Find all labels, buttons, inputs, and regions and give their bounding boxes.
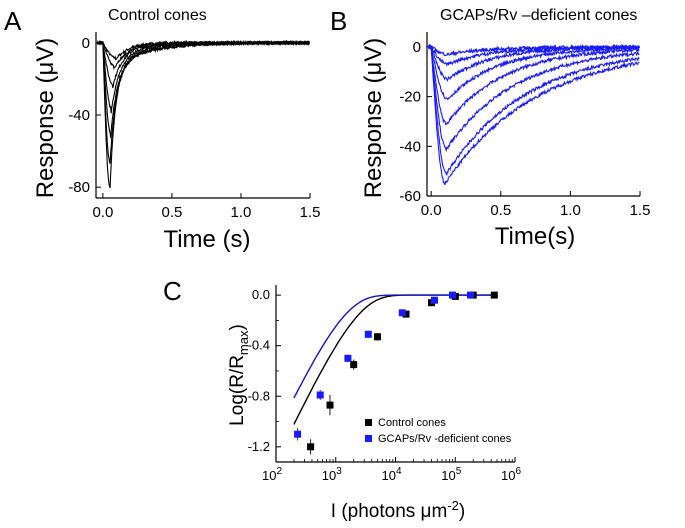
panel-a-x-tick-label: 0.0 xyxy=(92,204,113,221)
panel-letter-a: A xyxy=(4,6,22,36)
panel-c-point-control xyxy=(350,361,358,369)
panel-b-title: GCAPs/Rv –deficient cones xyxy=(440,7,637,24)
panel-b: B GCAPs/Rv –deficient cones Response (μV… xyxy=(330,6,650,250)
panel-b-x-tick-label: 1.5 xyxy=(630,202,651,219)
panel-c-point-gcap xyxy=(316,391,324,399)
panel-c-y-tick-label: -1.2 xyxy=(248,439,270,454)
panel-b-x-tick-label: 1.0 xyxy=(560,202,581,219)
panel-b-x-axis-title: Time(s) xyxy=(495,223,575,250)
panel-a-trace-7 xyxy=(97,40,310,189)
panel-a-x-tick-label: 1.0 xyxy=(231,204,252,221)
panel-c-fit-control xyxy=(293,294,498,425)
panel-c-y-tick-label: -0.8 xyxy=(248,388,270,403)
panel-c-point-control xyxy=(374,333,381,341)
panel-c-point-gcap xyxy=(364,330,372,338)
panel-c-x-tick-label: 104 xyxy=(381,466,401,483)
panel-a-ticks: 0.0 0.5 1.0 1.5 0 -40 -80 xyxy=(68,35,320,221)
legend-marker-control xyxy=(365,419,372,426)
panel-b-trace-4 xyxy=(427,43,640,101)
panel-c-fit-curves xyxy=(293,294,498,425)
panel-a-x-tick-label: 0.5 xyxy=(162,204,183,221)
panel-c-points xyxy=(294,291,498,455)
panel-c-point-gcap xyxy=(398,309,406,317)
panel-b-trace-5 xyxy=(427,44,640,126)
svg-text:I (photons μm-2): I (photons μm-2) xyxy=(331,498,465,522)
panel-c-x-axis-title: I (photons μm-2) xyxy=(331,498,465,522)
panel-c-x-tick-label: 103 xyxy=(322,466,342,483)
panel-b-ticks: 0.0 0.5 1.0 1.5 0 -20 -40 -60 xyxy=(399,39,650,219)
panel-a-traces xyxy=(96,39,310,189)
panel-b-trace-8 xyxy=(427,44,640,186)
panel-c-x-tick-label: 106 xyxy=(501,466,521,483)
panel-a-y-tick-label: -40 xyxy=(68,107,90,124)
panel-b-y-tick-label: 0 xyxy=(413,39,421,56)
panel-c-point-gcap xyxy=(344,354,352,362)
panel-a: A Control cones Response (μV) Time (s) 0… xyxy=(4,6,320,253)
panel-c-x-tick-label: 105 xyxy=(441,466,461,483)
legend-marker-gcap xyxy=(365,435,372,442)
panel-c-point-control xyxy=(490,291,498,299)
panel-c: C Log(R/Rmax) I (photons μm-2) 102 103 104… xyxy=(163,276,521,522)
panel-c-point-gcap xyxy=(431,296,438,304)
panel-a-x-axis-title: Time (s) xyxy=(163,226,250,253)
panel-c-y-tick-label: 0.0 xyxy=(252,287,270,302)
panel-letter-c: C xyxy=(163,276,182,306)
panel-a-title: Control cones xyxy=(108,7,207,24)
panel-b-y-tick-label: -40 xyxy=(399,138,421,155)
panel-c-point-control xyxy=(326,401,334,409)
legend-label-control: Control cones xyxy=(378,417,446,429)
panel-a-y-axis-title: Response (μV) xyxy=(32,38,59,199)
panel-b-y-tick-label: -20 xyxy=(399,89,421,106)
panel-letter-b: B xyxy=(330,6,347,36)
panel-b-y-tick-label: -60 xyxy=(399,188,421,205)
panel-c-y-tick-label: -0.4 xyxy=(248,338,270,353)
panel-c-point-gcap xyxy=(294,430,302,438)
panel-b-trace-6 xyxy=(428,43,640,153)
panel-c-fit-gcap xyxy=(293,294,498,399)
panel-a-y-tick-label: 0 xyxy=(82,35,90,52)
panel-c-ticks: 102 103 104 105 106 0.0 -0.4 -0.8 -1.2 xyxy=(248,287,522,483)
panel-b-x-tick-label: 0.0 xyxy=(421,202,442,219)
panel-b-traces xyxy=(427,43,640,186)
panel-c-x-tick-label: 102 xyxy=(262,466,282,483)
panel-c-point-control xyxy=(307,443,315,451)
panel-b-x-tick-label: 0.5 xyxy=(490,202,511,219)
panel-c-point-gcap xyxy=(467,291,474,299)
panel-a-y-tick-label: -80 xyxy=(68,179,90,196)
panel-a-x-tick-label: 1.5 xyxy=(300,204,321,221)
panel-c-point-gcap xyxy=(449,291,456,299)
panel-c-legend: Control cones GCAPs/Rv -deficient cones xyxy=(365,417,512,445)
legend-label-gcap: GCAPs/Rv -deficient cones xyxy=(378,433,512,445)
panel-b-trace-3 xyxy=(428,43,640,82)
panel-c-point-control xyxy=(402,310,410,318)
panel-b-trace-7 xyxy=(428,46,640,176)
panel-b-y-axis-title: Response (μV) xyxy=(360,38,387,199)
